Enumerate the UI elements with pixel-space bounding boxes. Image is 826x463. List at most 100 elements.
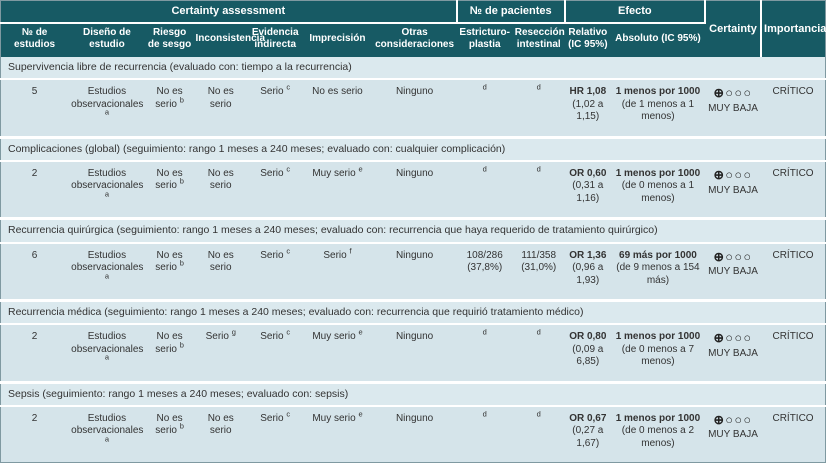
certainty-cell: ⊕○○○ MUY BAJA <box>704 324 762 384</box>
header-columns-row: № de estudios Diseño de estudio Riesgo d… <box>0 23 826 58</box>
col-evidencia-indirecta: Evidencia indirecta <box>247 23 303 58</box>
footnote-marker: c <box>286 164 291 174</box>
footnote-marker: g <box>231 327 236 337</box>
header-n-pacientes: № de pacientes <box>456 0 566 25</box>
relativo-cell: OR 0,60 (0,31 a 1,16) <box>564 160 611 221</box>
imprecision-cell: Muy serio e <box>302 160 373 221</box>
col-estricturoplastia: Estricturo-plastia <box>456 23 513 58</box>
importancia-cell: CRÍTICO <box>761 160 826 221</box>
imprecision-cell: Serio f <box>302 242 373 303</box>
relativo-cell: OR 0,67 (0,27 a 1,67) <box>564 405 611 463</box>
footnote-marker: a <box>104 189 109 199</box>
effect-estimate: OR 0,67 <box>569 412 607 424</box>
section-title-row: Sepsis (seguimiento: rango 1 meses a 240… <box>0 382 826 407</box>
table-header: Certainty assessment № de pacientes Efec… <box>0 0 826 58</box>
effect-ci: (de 0 menos a 7 menos) <box>621 343 695 368</box>
effect-estimate: OR 0,80 <box>569 331 607 343</box>
n-estudios-cell: 2 <box>0 405 69 463</box>
diseno-estudio-cell: Estudios observacionales a <box>68 242 146 303</box>
importancia-cell: CRÍTICO <box>761 79 826 139</box>
effect-estimate: 1 menos por 1000 <box>615 331 701 343</box>
otras-consideraciones-cell: Ninguno <box>372 405 457 463</box>
table-row: 5 Estudios observacionales a No es serio b… <box>0 79 826 139</box>
importancia-cell: CRÍTICO <box>761 324 826 384</box>
evidencia-indirecta-cell: Serio c <box>247 160 303 221</box>
effect-estimate: HR 1,08 <box>569 86 607 98</box>
header-certainty-assessment: Certainty assessment <box>0 0 458 25</box>
n-estudios-cell: 5 <box>0 79 69 139</box>
footnote-marker: d <box>536 327 541 337</box>
diseno-estudio-cell: Estudios observacionales a <box>68 405 146 463</box>
header-group-row: Certainty assessment № de pacientes Efec… <box>0 0 826 58</box>
col-riesgo-sesgo: Riesgo de sesgo <box>145 23 194 58</box>
effect-ci: (de 1 menos a 1 menos) <box>621 98 695 123</box>
riesgo-sesgo-cell: No es serio b <box>145 79 194 139</box>
grade-rating-icons: ⊕○○○ <box>713 331 753 346</box>
section-title: Supervivencia libre de recurrencia (eval… <box>0 57 826 81</box>
evidencia-indirecta-cell: Serio c <box>247 242 303 303</box>
diseno-estudio-cell: Estudios observacionales a <box>68 79 146 139</box>
footnote-marker: a <box>104 107 109 117</box>
absoluto-cell: 1 menos por 1000 (de 0 menos a 1 menos) <box>610 160 705 221</box>
effect-ci: (0,31 a 1,16) <box>572 180 604 204</box>
section-title-row: Complicaciones (global) (seguimiento: ra… <box>0 137 826 162</box>
certainty-label: MUY BAJA <box>708 102 758 114</box>
header-efecto: Efecto <box>564 0 706 25</box>
section-title: Recurrencia médica (seguimiento: rango 1… <box>0 300 826 326</box>
footnote-marker: b <box>179 340 184 350</box>
imprecision-cell: Muy serio e <box>302 405 373 463</box>
absoluto-cell: 69 más por 1000 (de 9 menos a 154 más) <box>610 242 705 303</box>
effect-estimate: 69 más por 1000 <box>619 249 697 261</box>
certainty-cell: ⊕○○○ MUY BAJA <box>704 79 762 139</box>
grade-rating-icons: ⊕○○○ <box>713 167 753 182</box>
inconsistencia-cell: No es serio <box>193 405 248 463</box>
footnote-marker: a <box>104 271 109 281</box>
estricturoplastia-cell: d <box>456 405 513 463</box>
footnote-marker: b <box>179 258 184 268</box>
certainty-cell: ⊕○○○ MUY BAJA <box>704 405 762 463</box>
effect-estimate: 1 menos por 1000 <box>615 412 701 424</box>
reseccion-intestinal-cell: d <box>512 405 565 463</box>
otras-consideraciones-cell: Ninguno <box>372 324 457 384</box>
riesgo-sesgo-cell: No es serio b <box>145 242 194 303</box>
relativo-cell: OR 1,36 (0,96 a 1,93) <box>564 242 611 303</box>
col-n-estudios: № de estudios <box>0 23 69 58</box>
footnote-marker: e <box>358 409 363 419</box>
footnote-marker: b <box>179 177 184 187</box>
footnote-marker: d <box>482 164 487 174</box>
reseccion-intestinal-cell: d <box>512 160 565 221</box>
imprecision-cell: Muy serio e <box>302 324 373 384</box>
footnote-marker: d <box>482 409 487 419</box>
section-title: Sepsis (seguimiento: rango 1 meses a 240… <box>0 382 826 407</box>
relativo-cell: HR 1,08 (1,02 a 1,15) <box>564 79 611 139</box>
certainty-cell: ⊕○○○ MUY BAJA <box>704 160 762 221</box>
footnote-marker: d <box>482 327 487 337</box>
n-estudios-cell: 2 <box>0 324 69 384</box>
diseno-estudio-cell: Estudios observacionales a <box>68 324 146 384</box>
section-title-row: Recurrencia médica (seguimiento: rango 1… <box>0 300 826 326</box>
estricturoplastia-cell: d <box>456 160 513 221</box>
table-row: 2 Estudios observacionales a No es serio b… <box>0 405 826 463</box>
grade-rating-icons: ⊕○○○ <box>713 86 753 101</box>
footnote-marker: a <box>104 352 109 362</box>
footnote-marker: d <box>482 82 487 92</box>
table-row: 6 Estudios observacionales a No es serio b… <box>0 242 826 303</box>
otras-consideraciones-cell: Ninguno <box>372 160 457 221</box>
inconsistencia-cell: Serio g <box>193 324 248 384</box>
riesgo-sesgo-cell: No es serio b <box>145 324 194 384</box>
diseno-estudio-cell: Estudios observacionales a <box>68 160 146 221</box>
certainty-cell: ⊕○○○ MUY BAJA <box>704 242 762 303</box>
footnote-marker: d <box>536 82 541 92</box>
effect-estimate: 1 menos por 1000 <box>615 167 701 179</box>
header-importancia: Importancia <box>761 0 826 58</box>
section-title-row: Supervivencia libre de recurrencia (eval… <box>0 57 826 81</box>
certainty-label: MUY BAJA <box>708 184 758 196</box>
effect-ci: (1,02 a 1,15) <box>572 98 604 123</box>
riesgo-sesgo-cell: No es serio b <box>145 160 194 221</box>
estricturoplastia-cell: 108/286 (37,8%) <box>456 242 513 303</box>
inconsistencia-cell: No es serio <box>193 79 248 139</box>
certainty-label: MUY BAJA <box>708 266 758 278</box>
certainty-label: MUY BAJA <box>708 347 758 359</box>
